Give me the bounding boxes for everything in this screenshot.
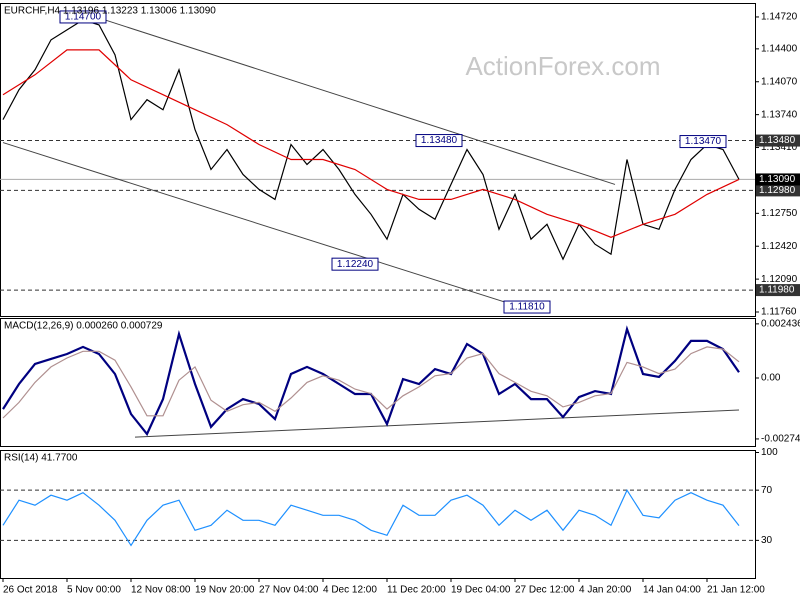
y-tick-label: 1.14400 (761, 43, 798, 54)
trend-line (2, 142, 512, 305)
x-tick-label: 5 Nov 00:00 (67, 585, 121, 596)
annotation-label: 1.11810 (509, 302, 545, 313)
level-label: 1.11980 (759, 285, 795, 296)
level-label: 1.13480 (759, 135, 796, 146)
level-label: 1.12980 (759, 185, 796, 196)
level-tag (756, 173, 800, 186)
y-tick-label: 100 (761, 447, 778, 458)
y-tick-label: 1.14070 (761, 76, 798, 87)
y-tick-label: 0.002436 (761, 319, 800, 330)
annotation-label: 1.14700 (65, 12, 102, 23)
y-tick-label: 1.14720 (761, 12, 798, 23)
panel-frame (0, 318, 756, 447)
level-tag (756, 184, 800, 197)
panel-frame (0, 3, 756, 317)
watermark: ActionForex.com (465, 51, 660, 81)
y-tick-label: 1.12090 (761, 274, 798, 285)
panel-title: EURCHF,H4 1.13196 1.13223 1.13006 1.1309… (4, 6, 216, 17)
x-tick-label: 14 Jan 04:00 (643, 585, 701, 596)
y-tick-label: -0.002742 (761, 434, 800, 445)
series-line (2, 49, 740, 238)
x-tick-label: 4 Dec 12:00 (323, 585, 377, 596)
panel-title: RSI(14) 41.7700 (4, 453, 78, 464)
x-tick-label: 27 Nov 04:00 (259, 585, 319, 596)
annotation-box (331, 257, 379, 271)
y-tick-label: 70 (761, 485, 773, 496)
annotation-box (415, 134, 463, 148)
level-tag (756, 284, 800, 297)
x-tick-label: 11 Dec 20:00 (387, 585, 446, 596)
trend-line (104, 19, 616, 185)
panel-title: MACD(12,26,9) 0.000260 0.000729 (4, 321, 163, 332)
x-tick-label: 21 Jan 12:00 (707, 585, 765, 596)
y-tick-label: 1.13410 (761, 142, 798, 153)
y-tick-label: 1.11760 (761, 307, 797, 318)
series-line (2, 346, 740, 419)
y-tick-label: 30 (761, 535, 773, 546)
x-tick-label: 4 Jan 20:00 (579, 585, 632, 596)
level-tag (756, 134, 800, 147)
y-tick-label: 1.12750 (761, 208, 798, 219)
annotation-box (503, 300, 551, 314)
annotation-label: 1.12240 (337, 259, 374, 270)
x-tick-label: 26 Oct 2018 (3, 585, 58, 596)
y-tick-label: 1.12420 (761, 241, 798, 252)
y-tick-label: 1.13740 (761, 109, 798, 120)
x-tick-label: 19 Nov 20:00 (195, 585, 255, 596)
series-line (2, 19, 740, 261)
annotation-box (59, 10, 107, 24)
level-label: 1.13090 (759, 174, 796, 185)
x-tick-label: 12 Nov 08:00 (131, 585, 191, 596)
x-tick-label: 19 Dec 04:00 (451, 585, 511, 596)
annotation-label: 1.13470 (685, 136, 722, 147)
x-tick-label: 27 Dec 12:00 (515, 585, 575, 596)
series-line (2, 488, 740, 547)
panel-frame (0, 450, 756, 579)
annotation-box (679, 135, 727, 149)
trend-line (134, 409, 740, 438)
annotation-label: 1.13480 (421, 135, 458, 146)
y-tick-label: 0.00 (761, 373, 781, 384)
